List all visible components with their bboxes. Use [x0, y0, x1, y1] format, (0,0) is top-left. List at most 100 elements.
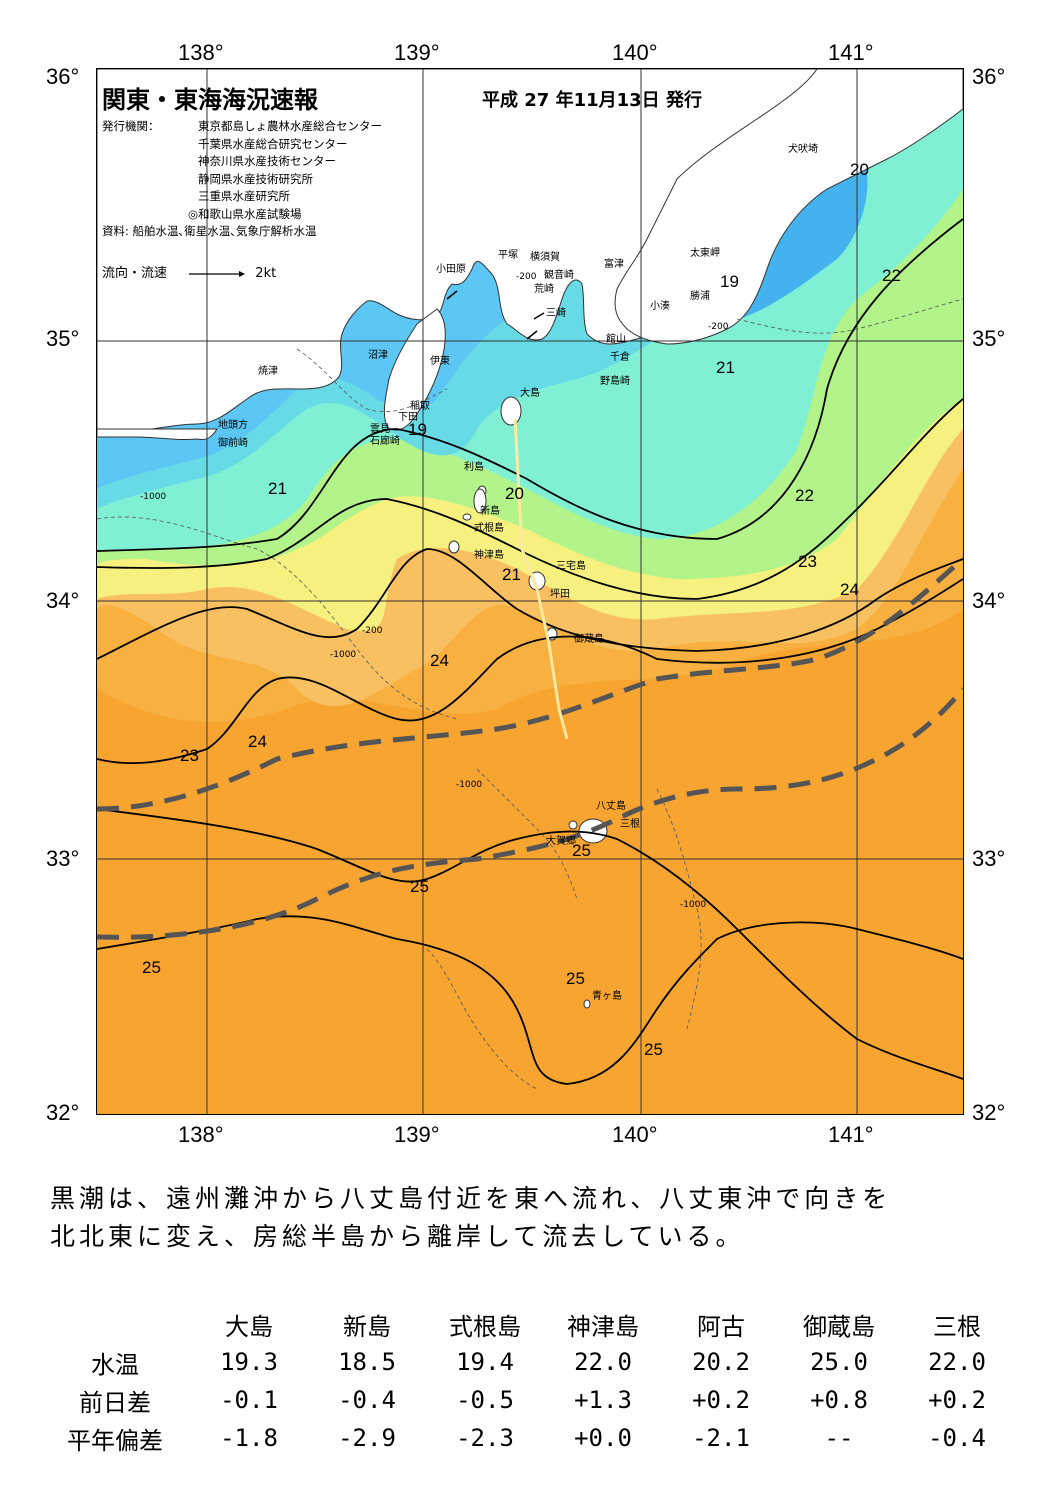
table-cell: +0.0 — [574, 1424, 632, 1452]
table-cell: 19.4 — [456, 1348, 514, 1376]
place-odawara: 小田原 — [436, 264, 466, 275]
isotherm-label: 24 — [430, 651, 449, 670]
place-tateyama: 館山 — [606, 334, 626, 345]
place-omaezaki: 御前崎 — [218, 438, 248, 449]
place-kannonzaki: 観音崎 — [544, 270, 574, 281]
isotherm-label: 24 — [248, 732, 267, 751]
table-corner — [40, 1305, 190, 1343]
land-shizuoka — [97, 428, 218, 441]
place-hachijojima: 八丈島 — [596, 801, 626, 812]
lat-label-34: 34° — [46, 588, 80, 613]
land-boso — [614, 69, 963, 345]
table-cell: +1.3 — [574, 1386, 632, 1414]
place-nojimazaki: 野島崎 — [600, 376, 630, 387]
row-label: 平年偏差 — [67, 1426, 163, 1455]
table-cell: 25.0 — [810, 1348, 868, 1376]
isotherm-label: 25 — [644, 1040, 663, 1059]
lat-label-34-right: 34° — [972, 588, 1006, 613]
place-yokosuka: 横須賀 — [530, 252, 560, 263]
arrow-icon — [189, 270, 246, 277]
place-shimoda: 下田 — [398, 412, 418, 423]
place-niijima: 新島 — [480, 506, 500, 517]
agency-list: 発行機関： 東京都島しょ農林水産総合センター 千葉県水産総合研究センター 神奈川県… — [102, 118, 382, 241]
agency-item: ◎和歌山県水産試験場 — [188, 206, 302, 221]
island-shikinejima — [462, 513, 472, 521]
place-mikurajima: 御蔵島 — [574, 634, 604, 645]
agency-item: 神奈川県水産技術センター — [198, 154, 336, 168]
place-inubosaki: 犬吠埼 — [788, 144, 818, 155]
place-okago: 大賀郷 — [546, 836, 576, 847]
column-header: 三根 — [933, 1312, 981, 1341]
depth-label: -1000 — [680, 900, 707, 910]
table-cell: 22.0 — [574, 1348, 632, 1376]
map-title: 関東・東海海況速報 — [102, 86, 318, 114]
table-cell: -0.4 — [338, 1386, 396, 1414]
isotherm-label: 22 — [882, 266, 901, 285]
place-aogashima: 青ヶ島 — [592, 991, 622, 1002]
observation-table: 大島 新島 式根島 神津島 阿古 御蔵島 三根 水温 19.3 18.5 19.… — [40, 1305, 1016, 1457]
table-cell: -- — [824, 1424, 854, 1452]
lon-label-139-bottom: 139° — [394, 1122, 440, 1147]
graticule — [97, 69, 963, 1114]
map-canvas — [97, 69, 963, 1114]
lon-label-141: 141° — [828, 40, 874, 65]
place-ito: 伊東 — [430, 356, 450, 367]
row-label: 前日差 — [79, 1388, 151, 1417]
isotherm-label: 22 — [795, 486, 814, 505]
island-kozushima — [448, 540, 460, 554]
place-tsubota: 坪田 — [550, 589, 570, 600]
column-header: 御蔵島 — [803, 1312, 875, 1341]
column-header: 神津島 — [567, 1312, 639, 1341]
agencies-label: 発行機関： — [102, 119, 160, 133]
lat-label-36: 36° — [46, 64, 80, 89]
isotherm-label: 25 — [410, 877, 429, 896]
lon-label-138: 138° — [178, 40, 224, 65]
isotherm-label: 21 — [502, 565, 521, 584]
lat-label-36-right: 36° — [972, 64, 1006, 89]
column-header: 大島 — [225, 1312, 273, 1341]
isotherm-label: 19 — [408, 420, 427, 439]
table-cell: 18.5 — [338, 1348, 396, 1376]
isotherm-label: 23 — [180, 746, 199, 765]
island-hachijo-kojima — [568, 820, 578, 830]
ship-track — [513, 418, 569, 740]
table-cell: -0.5 — [456, 1386, 514, 1414]
place-jitogata: 地頭方 — [218, 420, 248, 431]
place-kumomi: 雲見 — [370, 424, 390, 435]
lat-label-32: 32° — [46, 1100, 80, 1125]
lon-label-140: 140° — [612, 40, 658, 65]
isotherm-label: 21 — [268, 479, 287, 498]
data-source: 資料: 船舶水温､衛星水温､気象庁解析水温 — [102, 224, 317, 238]
island-oshima — [500, 396, 522, 426]
table-row: 平年偏差 -1.8 -2.9 -2.3 +0.0 -2.1 -- -0.4 — [40, 1419, 1016, 1457]
table-cell: 19.3 — [220, 1348, 278, 1376]
depth-label: -1000 — [140, 492, 167, 502]
summary-line: 黒潮は、遠州灘沖から八丈島付近を東へ流れ、八丈東沖で向きを — [50, 1184, 892, 1213]
place-mitsune: 三根 — [620, 819, 640, 830]
summary-text: 黒潮は、遠州灘沖から八丈島付近を東へ流れ、八丈東沖で向きを 北北東に変え、房総半… — [50, 1180, 1010, 1256]
lon-label-141-bottom: 141° — [828, 1122, 874, 1147]
lon-label-139: 139° — [394, 40, 440, 65]
lat-label-35: 35° — [46, 326, 80, 351]
current-legend: 流向・流速 2kt — [102, 262, 276, 281]
sea-temperature-map — [96, 68, 964, 1115]
depth-label: -1000 — [456, 780, 483, 790]
isotherm-label: 20 — [850, 160, 869, 179]
place-irozaki: 石廊崎 — [370, 436, 400, 447]
agency-item: 東京都島しょ農林水産総合センター — [198, 119, 382, 133]
isotherm-label: 23 — [798, 552, 817, 571]
place-chikura: 千倉 — [610, 352, 630, 363]
island-niijima — [473, 488, 487, 514]
table-cell: 22.0 — [928, 1348, 986, 1376]
place-kozushima: 神津島 — [474, 550, 504, 561]
table-header-row: 大島 新島 式根島 神津島 阿古 御蔵島 三根 — [40, 1305, 1016, 1343]
table-cell: +0.2 — [928, 1386, 986, 1414]
isotherm-label: 25 — [572, 841, 591, 860]
isotherm-label: 20 — [505, 484, 524, 503]
depth-label: -200 — [708, 322, 729, 332]
legend-scale: 2kt — [255, 266, 277, 281]
table-cell: -0.1 — [220, 1386, 278, 1414]
table-cell: -2.3 — [456, 1424, 514, 1452]
issue-date: 平成 27 年11月13日 発行 — [482, 90, 702, 111]
lon-label-138-bottom: 138° — [178, 1122, 224, 1147]
